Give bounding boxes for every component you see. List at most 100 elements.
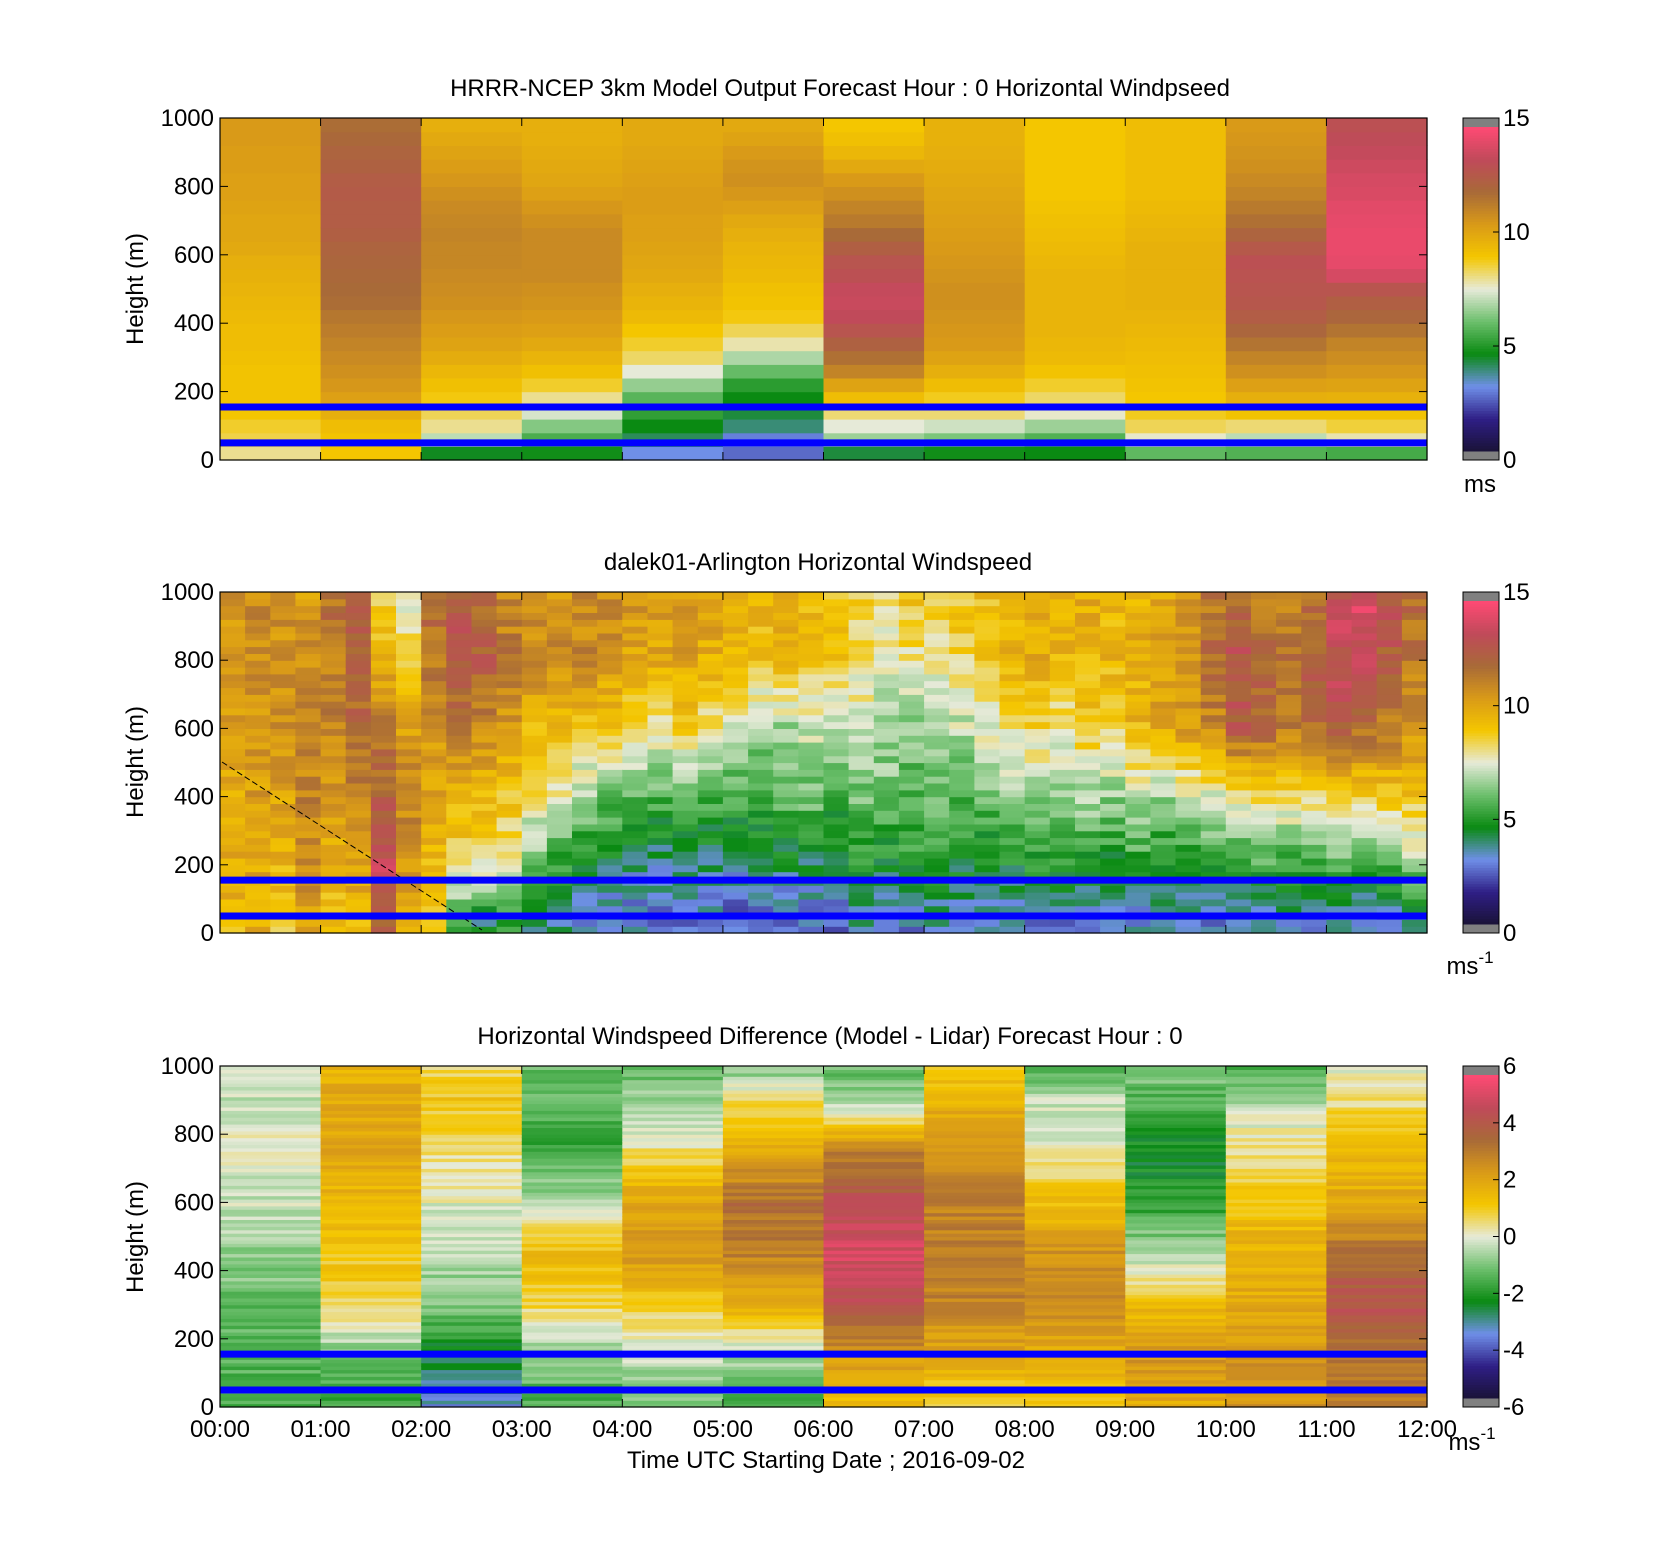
heatmap-cell (320, 1137, 422, 1142)
heatmap-cell (1100, 783, 1126, 791)
heatmap-cell (1251, 871, 1277, 879)
heatmap-cell (220, 1188, 322, 1193)
heatmap-cell (421, 694, 447, 702)
heatmap-cell (345, 598, 372, 607)
heatmap-cell (572, 926, 598, 934)
heatmap-cell (622, 1205, 724, 1210)
heatmap-cell (421, 1332, 523, 1336)
heatmap-cell (1125, 1185, 1227, 1190)
y-tick-label: 400 (174, 310, 214, 337)
heatmap-cell (1125, 905, 1151, 914)
heatmap-cell (1225, 1192, 1327, 1197)
heatmap-cell (672, 769, 699, 777)
heatmap-cell (1225, 1127, 1327, 1132)
heatmap-cell (873, 898, 900, 907)
heatmap-cell (1100, 871, 1126, 879)
heatmap-cell (572, 905, 598, 914)
heatmap-cell (1225, 1260, 1327, 1265)
heatmap-cell (974, 660, 1001, 668)
heatmap-cell (924, 598, 950, 607)
heatmap-cell (320, 721, 347, 729)
heatmap-cell (798, 632, 825, 641)
heatmap-cell (1175, 721, 1202, 729)
heatmap-cell (697, 646, 724, 654)
heatmap-cell (572, 858, 598, 866)
heatmap-cell (924, 1083, 1026, 1087)
colorbar-segment (1463, 635, 1499, 640)
colorbar-segment (1463, 199, 1499, 204)
heatmap-cell (1125, 227, 1227, 242)
heatmap-cell (823, 1359, 925, 1364)
heatmap-cell (622, 1185, 724, 1190)
colorbar-segment (1463, 705, 1499, 710)
heatmap-cell (1326, 1372, 1428, 1377)
heatmap-cell (722, 892, 749, 900)
heatmap-cell (798, 885, 825, 893)
heatmap-cell (974, 626, 1001, 634)
heatmap-cell (572, 803, 598, 811)
heatmap-cell (823, 200, 925, 215)
heatmap-cell (220, 605, 246, 613)
heatmap-cell (521, 1120, 623, 1125)
heatmap-cell (572, 701, 598, 709)
heatmap-cell (421, 1093, 523, 1098)
colorbar-segment (1463, 802, 1499, 807)
heatmap-cell (1075, 626, 1101, 634)
heatmap-cell (949, 714, 975, 723)
colorbar-segment (1463, 264, 1499, 268)
heatmap-cell (1125, 1400, 1227, 1405)
heatmap-cell (823, 1369, 925, 1374)
colorbar-segment (1463, 1271, 1499, 1275)
heatmap-cell (370, 714, 397, 723)
heatmap-cell (1024, 748, 1051, 757)
colorbar-segment (1463, 1298, 1499, 1302)
heatmap-cell (1376, 646, 1403, 654)
heatmap-cell (1225, 1202, 1327, 1207)
colorbar-segment (1463, 851, 1499, 855)
heatmap-cell (1326, 817, 1353, 825)
heatmap-cell (898, 871, 925, 879)
heatmap-cell (924, 1202, 1026, 1207)
heatmap-cell (1100, 748, 1126, 757)
heatmap-cell (1024, 1127, 1126, 1132)
colorbar-segment (1463, 1319, 1499, 1324)
heatmap-cell (622, 1229, 724, 1234)
heatmap-cell (345, 776, 372, 784)
heatmap-cell (546, 632, 573, 641)
heatmap-cell (295, 919, 322, 927)
heatmap-cell (446, 728, 472, 736)
heatmap-cell (1326, 803, 1353, 811)
heatmap-cell (722, 1246, 825, 1251)
heatmap-cell (622, 626, 648, 634)
colorbar-segment (1463, 1112, 1499, 1116)
heatmap-cell (949, 810, 975, 818)
heatmap-cell (220, 1243, 322, 1248)
heatmap-cell (1225, 1396, 1327, 1401)
heatmap-cell (396, 755, 422, 764)
heatmap-cell (220, 646, 246, 654)
heatmap-cell (471, 707, 498, 716)
colorbar-tick-label: 0 (1503, 1224, 1516, 1251)
heatmap-cell (1200, 837, 1227, 845)
heatmap-cell (823, 871, 850, 879)
colorbar-segment (1463, 1328, 1499, 1332)
heatmap-cell (622, 1066, 724, 1070)
colorbar-segment (1463, 194, 1499, 198)
heatmap-cell (1200, 919, 1227, 927)
heatmap-cell (949, 701, 975, 709)
heatmap-cell (1326, 1168, 1428, 1173)
heatmap-cell (622, 1124, 724, 1128)
heatmap-cell (320, 823, 347, 832)
heatmap-cell (823, 1383, 925, 1388)
heatmap-cell (672, 926, 699, 934)
heatmap-cell (572, 823, 598, 832)
heatmap-cell (521, 1257, 623, 1261)
heatmap-cell (924, 309, 1026, 324)
heatmap-cell (697, 673, 724, 682)
heatmap-cell (1024, 1243, 1126, 1248)
heatmap-cell (471, 776, 498, 784)
heatmap-cell (1024, 1199, 1126, 1203)
heatmap-cell (1200, 687, 1227, 695)
heatmap-cell (1024, 1202, 1126, 1207)
y-tick-label: 600 (174, 1189, 214, 1216)
